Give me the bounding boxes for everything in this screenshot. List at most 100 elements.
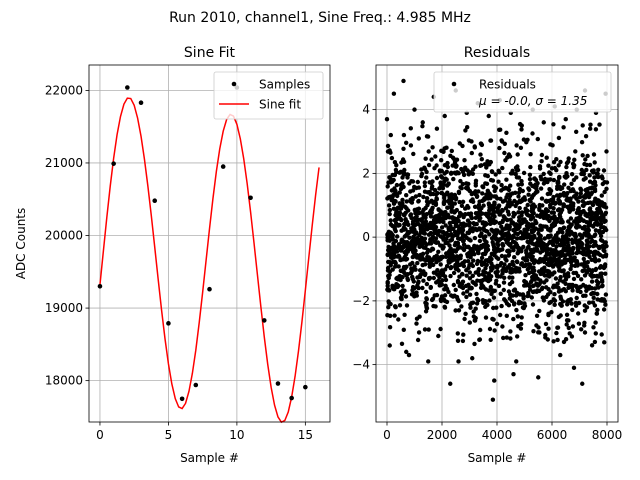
sine-fit-ticks: 0 5 10 15 18000 19000 20000 21000 22000 (45, 83, 313, 442)
residual-point (544, 199, 549, 204)
residual-point (601, 213, 606, 218)
residual-point (557, 212, 562, 217)
residual-point (385, 281, 390, 286)
residual-point (560, 242, 566, 248)
residual-point (595, 297, 600, 302)
residual-point (599, 225, 604, 230)
residual-point (403, 220, 409, 225)
residual-point (416, 198, 421, 204)
residual-point (542, 178, 547, 184)
residual-point (531, 249, 536, 255)
residual-point (506, 241, 511, 247)
residual-point (487, 326, 493, 332)
residual-point (602, 299, 607, 304)
residual-point (538, 174, 543, 179)
residual-point (574, 196, 579, 201)
residual-point (463, 167, 468, 172)
residual-point (587, 235, 592, 240)
residual-point (551, 177, 557, 183)
residual-point (455, 240, 461, 246)
residual-point (539, 196, 545, 201)
residual-point (569, 263, 574, 268)
residual-point (449, 148, 454, 154)
residual-point (385, 313, 390, 318)
residual-point (530, 289, 536, 295)
residual-point (572, 157, 577, 162)
residual-point (584, 252, 589, 257)
residual-point (394, 249, 400, 254)
residual-point (420, 124, 425, 129)
residual-point (523, 273, 528, 278)
residual-point (404, 193, 409, 198)
residual-point (496, 256, 501, 261)
residual-point (490, 264, 496, 269)
residual-point (439, 158, 444, 163)
residual-point (493, 219, 499, 225)
residual-point (424, 134, 430, 139)
sine-fit-legend-box (213, 71, 324, 120)
residual-point (544, 285, 549, 290)
residual-point (392, 227, 398, 232)
residual-point (543, 254, 548, 259)
residual-point (514, 293, 519, 298)
residual-point (575, 207, 581, 212)
residual-point (593, 127, 599, 132)
residual-point (473, 215, 478, 220)
residual-point (555, 208, 561, 213)
residual-point (589, 257, 594, 262)
residual-outlier-point (580, 381, 585, 386)
residual-point (544, 209, 549, 214)
residual-point (579, 140, 585, 145)
residual-point (580, 268, 585, 274)
residual-point (415, 260, 420, 266)
residual-point (570, 240, 575, 245)
residual-point (487, 191, 492, 196)
residual-point (547, 274, 552, 279)
residuals-ticks: 0 2000 4000 6000 8000 −4 −2 0 2 4 (352, 103, 622, 442)
residual-point (589, 210, 595, 215)
residual-point (557, 193, 563, 198)
residual-outlier-point (536, 375, 541, 380)
residual-point (487, 232, 492, 237)
residual-point (428, 241, 434, 246)
residual-point (469, 150, 474, 156)
residual-point (593, 331, 598, 336)
residual-point (582, 273, 588, 278)
residual-point (526, 186, 531, 191)
residual-point (453, 195, 459, 201)
residual-point (459, 186, 464, 191)
residual-point (387, 325, 393, 330)
residual-point (424, 212, 429, 217)
residual-point (450, 204, 455, 209)
residual-point (545, 177, 551, 182)
residual-point (508, 292, 513, 297)
residual-point (469, 262, 474, 267)
residual-point (539, 286, 545, 292)
residual-point (481, 226, 486, 231)
residual-point (602, 189, 607, 195)
residual-point (385, 184, 390, 189)
residual-point (604, 186, 609, 191)
residual-outlier-point (602, 340, 607, 345)
residual-point (443, 277, 449, 283)
residual-outlier-point (571, 365, 577, 371)
residual-point (497, 145, 502, 151)
residual-point (542, 280, 547, 285)
y-tick-label: 22000 (45, 83, 83, 97)
residual-point (389, 196, 394, 201)
residual-point (521, 305, 526, 311)
residual-point (401, 225, 407, 230)
sine-fit-legend: Samples Sine fit (213, 71, 324, 120)
residual-point (414, 207, 420, 212)
residual-point (557, 175, 562, 180)
residual-point (467, 320, 472, 325)
residual-point (545, 191, 550, 197)
residual-point (466, 230, 472, 235)
residual-point (515, 245, 521, 251)
residual-point (499, 303, 504, 309)
residual-point (559, 207, 565, 213)
residual-point (528, 152, 533, 157)
sample-point (220, 164, 226, 169)
residual-point (537, 330, 542, 335)
residual-point (501, 287, 506, 293)
